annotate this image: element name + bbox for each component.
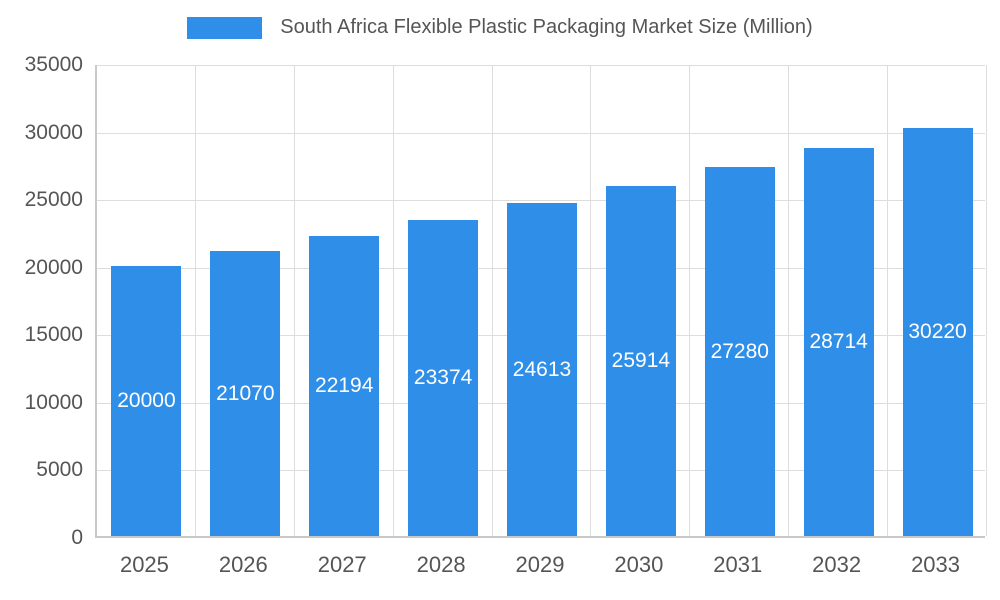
x-axis-labels: 2025 2026 2027 2028 2029 2030 2031 2032 2033 [95,552,985,584]
plot-area: 20000 21070 22194 23374 24613 25914 27280 28714… [95,65,987,538]
bar-value-label: 27280 [710,339,769,363]
y-tick-label: 35000 [24,53,83,76]
x-tick-label: 2029 [515,552,565,577]
legend[interactable]: South Africa Flexible Plastic Packaging … [0,16,1000,39]
x-tick-label: 2032 [812,552,862,577]
x-gridline [887,65,889,536]
x-tick-label: 2028 [416,552,466,577]
y-axis-labels: 0 5000 10000 15000 20000 25000 30000 35000 [0,53,83,549]
bar[interactable]: 28714 [803,147,874,536]
bar-value-label: 25914 [611,348,671,372]
bar[interactable]: 21070 [210,251,281,536]
x-tick-label: 2027 [317,552,367,577]
x-gridline [590,65,592,536]
x-gridline [194,65,196,536]
bar-value-label: 28714 [809,329,868,353]
x-tick-label: 2031 [713,552,763,577]
y-tick-label: 5000 [36,458,83,482]
bar-value-label: 24613 [512,357,572,381]
y-gridline [97,65,985,66]
bar-value-label: 21070 [216,381,275,405]
y-tick-label: 10000 [24,390,83,414]
x-gridline [293,65,295,536]
bar[interactable]: 27280 [704,167,775,536]
x-gridline [491,65,493,536]
y-tick-label: 15000 [24,323,83,347]
legend-swatch [187,16,263,39]
bar-value-label: 23374 [413,366,473,390]
y-tick-label: 30000 [24,120,83,144]
x-tick-label: 2030 [614,552,664,577]
bar[interactable]: 22194 [309,236,380,536]
bar[interactable]: 24613 [507,203,577,536]
chart-title: South Africa Flexible Plastic Packaging … [280,16,813,38]
x-gridline [689,65,691,536]
y-tick-label: 20000 [24,255,83,279]
bar[interactable]: 25914 [605,185,676,536]
y-gridline [97,132,985,134]
x-gridline [986,65,987,536]
x-gridline [788,65,790,536]
y-gridline [97,200,985,202]
x-tick-label: 2033 [911,552,961,577]
bar[interactable]: 20000 [111,265,182,536]
y-tick-label: 25000 [24,188,83,212]
bar-value-label: 20000 [117,388,176,412]
x-gridline [392,65,394,536]
bar[interactable]: 23374 [408,220,479,536]
bar[interactable]: 30220 [902,127,973,536]
x-tick-label: 2026 [218,552,268,577]
y-tick-label: 0 [71,526,83,549]
bar-value-label: 22194 [315,374,374,398]
x-tick-label: 2025 [119,552,169,577]
bar-value-label: 30220 [908,319,967,343]
